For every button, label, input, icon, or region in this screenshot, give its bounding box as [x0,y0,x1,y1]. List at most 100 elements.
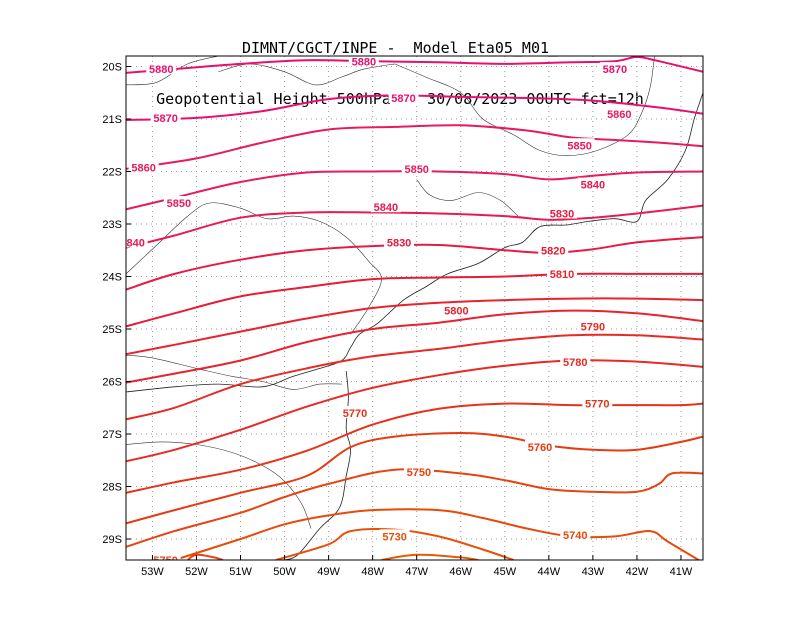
state-border [125,355,342,390]
contour-label: 5820 [541,245,565,257]
lat-tick-label: 23S [102,219,122,231]
contour-label: 5750 [153,555,177,567]
contour-label-bg [560,355,591,368]
coastline [125,92,704,393]
contour-label: 5730 [382,531,406,543]
lat-tick-label: 28S [102,482,122,494]
contour-label: 5810 [550,269,574,281]
title-line-1: DIMNT/CGCT/INPE - Model Eta05_M01_ [241,39,559,57]
contour-line-5720 [381,553,479,560]
contour-label-bg [441,303,472,316]
contour-line-5820 [126,272,703,328]
contour-label: 5860 [131,162,155,174]
contour-label: 5780 [563,357,587,369]
contour-line-5770 [126,402,703,494]
lon-tick-label: 50W [273,566,296,578]
lon-tick-label: 44W [538,566,561,578]
contour-label: 5790 [581,321,605,333]
contour-label: 5770 [585,399,609,411]
contour-label-bg [388,91,419,103]
lon-tick-label: 47W [405,566,428,578]
contour-label-bg [146,62,177,75]
contour-line-5750 [187,553,224,560]
coastline-and-borders [125,55,704,561]
contour-label: 5860 [607,109,631,121]
contour-label-bg [126,235,148,248]
contour-label-bg [379,529,410,542]
lon-tick-label: 52W [185,566,208,578]
contour-label-bg [560,527,591,540]
lon-tick-label: 53W [141,566,164,578]
contour-line-5830 [126,236,703,291]
contour-label: 5800 [444,306,468,318]
lon-tick-label: 42W [626,566,649,578]
contour-label-bg [547,206,578,219]
lon-tick-label: 41W [670,566,693,578]
lat-tick-label: 29S [102,534,122,546]
contour-label-bg [577,319,608,332]
contour-line-5750 [126,468,703,548]
contour-label-bg [564,138,595,151]
contour-line-5860 [126,124,703,170]
contour-label-bg [401,161,432,174]
contour-label-bg [403,464,434,477]
contour-line-5780 [126,359,703,463]
contour-label-bg [525,440,556,453]
grid-lines [126,56,703,560]
contour-label: 5830 [550,209,574,221]
contour-label: 5870 [153,113,177,125]
axis-ticks: 53W 52W 51W 50W 49W 48W 47W 46W 45W 44W 43W 42W 41W 2… [102,62,692,579]
contour-label-bg [599,62,630,75]
state-border [125,441,312,529]
lon-tick-label: 43W [582,566,605,578]
contour-label: 5850 [167,198,191,210]
contour-label-bg [604,106,635,119]
contour-line-5800 [126,309,703,384]
contour-label: 5840 [581,180,605,192]
contour-label: 5840 [120,237,144,249]
contour-label: 5830 [387,237,411,249]
contour-line-5790 [126,333,703,421]
contour-line-5870 [126,94,703,121]
contour-line-5740 [174,508,701,560]
contour-line-5850 [126,170,703,211]
contour-label: 5770 [343,408,367,420]
plot-frame [125,55,704,561]
contour-label: 5760 [528,442,552,454]
contour-label-bg [150,110,181,123]
lat-tick-label: 25S [102,324,122,336]
contour-label-bg [577,177,608,190]
lat-tick-label: 27S [102,429,122,441]
contour-label: 5850 [404,164,428,176]
contour-label: 5880 [149,64,173,76]
contour-label-bg [547,266,578,279]
contour-label: 5740 [563,530,587,542]
contour-line-5810 [126,297,703,356]
lat-tick-label: 22S [102,167,122,179]
contour-label: 5880 [352,56,376,68]
state-border [125,202,382,335]
lat-tick-label: 24S [102,272,122,284]
contour-label-bg [163,196,194,208]
lat-tick-label: 21S [102,114,122,126]
contour-line-5840 [126,204,703,249]
contour-label-bg [340,406,371,418]
contour-label: 5750 [407,467,431,479]
lon-tick-label: 51W [229,566,252,578]
contour-label: 5850 [567,140,591,152]
lon-tick-label: 46W [449,566,472,578]
lon-tick-label: 49W [317,566,340,578]
contour-label-bg [128,160,159,173]
contour-lines [126,56,703,560]
contour-label-bg [370,200,401,213]
contour-label-bg [348,56,379,67]
contour-label-bg [150,553,181,560]
coastline-south [284,370,352,561]
contour-labels: 5880 5880 5870 5870 5870 5860 5860 5850 5850 5850… [120,56,635,567]
lon-tick-label: 48W [361,566,384,578]
contour-label-bg [582,396,613,409]
contour-label-bg [384,235,415,248]
contour-line-5760 [126,431,703,525]
contour-label: 5870 [603,64,627,76]
